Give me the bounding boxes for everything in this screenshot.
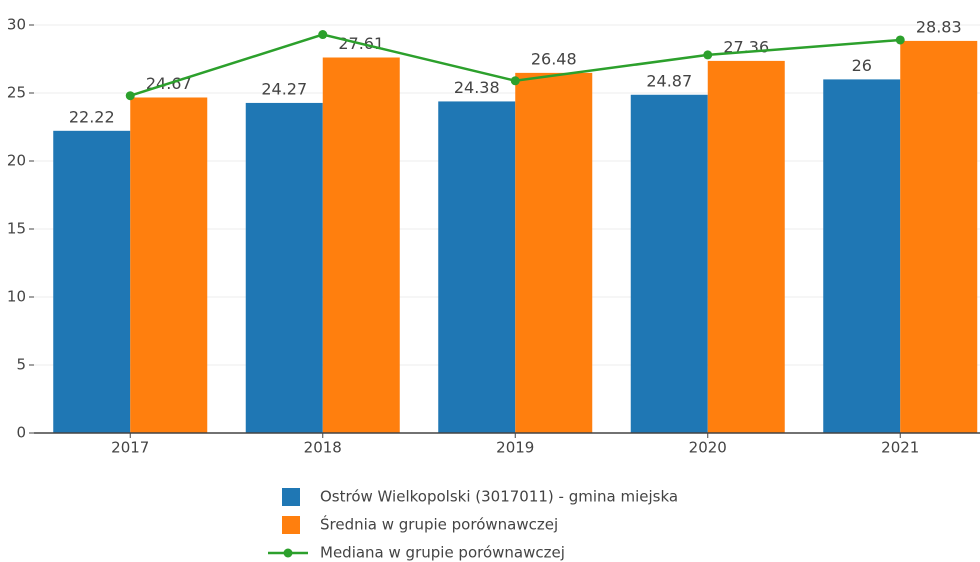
line-point [510, 76, 520, 86]
bar [130, 97, 208, 433]
x-tick-label: 2017 [111, 439, 149, 457]
bar [245, 102, 323, 433]
legend-swatch [282, 516, 300, 534]
y-tick-label: 30 [7, 16, 26, 34]
bar [322, 57, 400, 434]
legend-point [283, 548, 293, 558]
legend-swatch [282, 488, 300, 506]
line-point [125, 91, 135, 101]
x-tick-label: 2021 [881, 439, 919, 457]
x-tick-label: 2019 [496, 439, 534, 457]
legend-label: Średnia w grupie porównawczej [320, 515, 558, 534]
y-tick-label: 5 [16, 356, 26, 374]
line-point [318, 30, 328, 40]
legend-label: Mediana w grupie porównawczej [320, 544, 565, 562]
value-label: 28.83 [916, 17, 962, 36]
y-tick-label: 10 [7, 288, 26, 306]
bar [630, 94, 708, 433]
value-label: 26.48 [531, 49, 577, 68]
bar [823, 79, 901, 434]
x-tick-label: 2020 [689, 439, 727, 457]
bar [900, 40, 978, 434]
y-tick-label: 20 [7, 152, 26, 170]
line-point [703, 50, 713, 60]
value-label: 24.87 [646, 71, 692, 90]
bar [438, 101, 516, 433]
value-label: 24.38 [454, 78, 500, 97]
plot-area: 05101520253022.2224.67201724.2727.612018… [7, 16, 980, 457]
bar [515, 72, 593, 433]
value-label: 24.27 [261, 79, 307, 98]
y-tick-label: 25 [7, 84, 26, 102]
y-tick-label: 0 [16, 424, 26, 442]
x-tick-label: 2018 [304, 439, 342, 457]
bar [707, 60, 785, 434]
value-label: 26 [852, 56, 872, 75]
legend-label: Ostrów Wielkopolski (3017011) - gmina mi… [320, 488, 678, 506]
y-tick-label: 15 [7, 220, 26, 238]
line-point [895, 35, 905, 45]
value-label: 22.22 [69, 107, 115, 126]
bar [53, 130, 131, 434]
